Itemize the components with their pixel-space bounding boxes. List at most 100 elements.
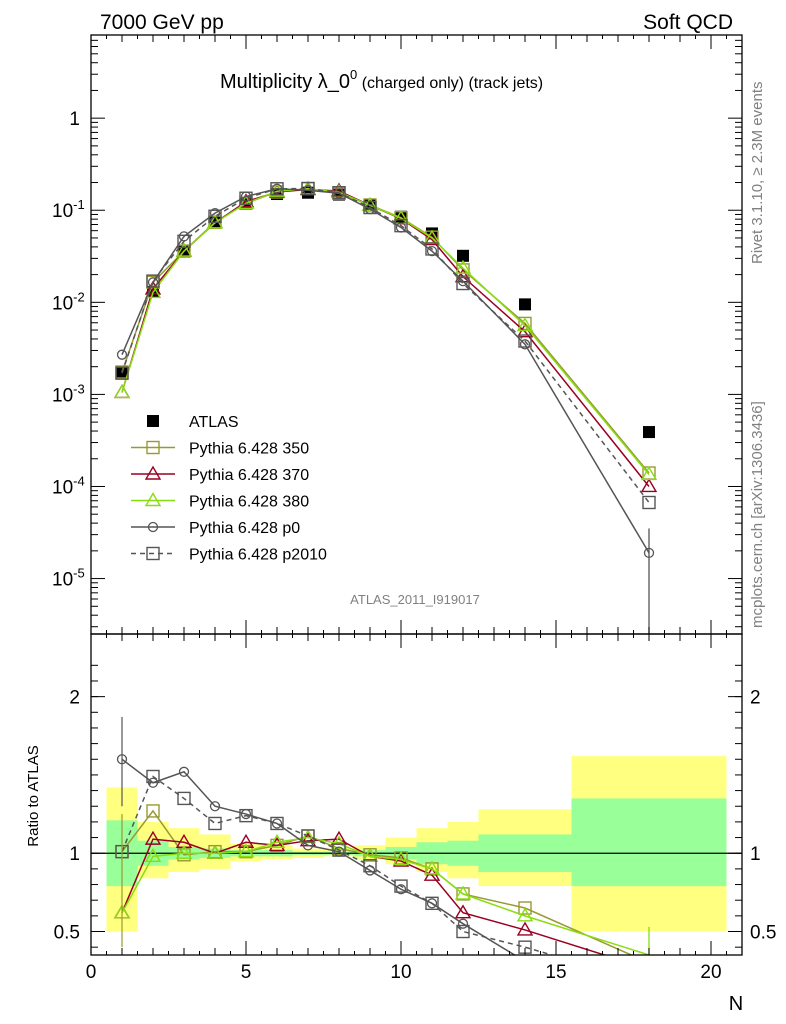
- ratio-point-3-3: [209, 801, 221, 812]
- ratio-point-1-1: [144, 830, 162, 845]
- main-point-4-12: [519, 339, 531, 350]
- mcplots-label: mcplots.cern.ch [arXiv:1306.3436]: [749, 401, 766, 628]
- xtick-label: 10: [390, 962, 411, 983]
- xtick-label: 5: [241, 962, 252, 983]
- ratio-point-2-9: [392, 851, 410, 866]
- legend-label-5: Pythia 6.428 p2010: [189, 547, 327, 564]
- main-point-4-7: [333, 188, 345, 199]
- legend-entry-1: Pythia 6.428 350: [131, 441, 309, 458]
- legend: ATLAS Pythia 6.428 350 Pythia 6.428 370 Pyt…: [131, 414, 327, 564]
- main-point-4-11: [457, 275, 469, 287]
- energy-label: 7000 GeV pp: [100, 11, 224, 34]
- main-point-0-11: [457, 249, 469, 262]
- ratio-series-layer: [113, 716, 650, 955]
- ratio-point-2-3: [206, 844, 224, 859]
- ratio-point-1-5: [268, 837, 286, 852]
- main-point-5-4: [239, 191, 253, 205]
- ratio-point-1-11: [454, 904, 472, 919]
- main-ytick-label: 10-3: [52, 381, 85, 406]
- ratio-point-3-5: [271, 818, 283, 829]
- ratio-point-2-11: [454, 885, 472, 900]
- main-point-3-11: [454, 259, 472, 274]
- main-point-2-13: [640, 478, 658, 493]
- ratio-series-2: [113, 829, 650, 955]
- x-axis-label: N: [729, 993, 743, 1015]
- main-point-5-3: [208, 209, 222, 223]
- legend-marker-4: [147, 521, 159, 533]
- main-point-3-12: [516, 317, 534, 332]
- ratio-point-4-7: [332, 843, 346, 857]
- legend-entry-0: ATLAS: [147, 414, 239, 431]
- xtick-label: 20: [700, 962, 721, 983]
- rivet-version-label: Rivet 3.1.10, ≥ 2.3M events: [749, 82, 766, 265]
- ratio-point-4-5: [270, 816, 284, 831]
- legend-label-1: Pythia 6.428 350: [189, 441, 309, 458]
- legend-marker-1: [146, 440, 160, 455]
- legend-label-0: ATLAS: [189, 414, 239, 431]
- main-ytick-label: 10-1: [52, 197, 85, 222]
- legend-marker-0: [147, 415, 159, 427]
- ratio-ytick-label-right: 1: [750, 844, 761, 865]
- category-label: Soft QCD: [643, 11, 733, 34]
- ratio-point-2-2: [175, 844, 193, 859]
- ratio-point-3-6: [302, 840, 314, 851]
- ratio-ytick-label-right: 2: [750, 688, 761, 709]
- main-point-5-12: [518, 334, 532, 348]
- main-ytick-label: 10-2: [52, 289, 85, 314]
- main-point-4-5: [271, 183, 283, 194]
- band-inner-13: [571, 798, 727, 887]
- ratio-y-axis-label: Ratio to ATLAS: [25, 745, 42, 846]
- main-point-0-13: [643, 426, 655, 439]
- xtick-label: 15: [545, 962, 566, 983]
- main-ytick-label: 10-5: [52, 566, 85, 591]
- main-point-5-10: [425, 242, 439, 256]
- main-point-3-4: [237, 194, 255, 209]
- ratio-point-0-2: [177, 848, 191, 862]
- main-series-5: [115, 181, 656, 510]
- ratio-line-3: [121, 758, 517, 955]
- main-series-layer: [113, 180, 658, 634]
- ratio-point-4-4: [239, 808, 253, 823]
- legend-marker-2: [144, 465, 162, 480]
- legend-label-3: Pythia 6.428 380: [189, 494, 309, 511]
- legend-label-2: Pythia 6.428 370: [189, 467, 309, 484]
- ratio-point-4-10: [425, 896, 439, 911]
- main-point-5-13: [642, 495, 656, 510]
- ratio-point-0-1: [146, 804, 160, 818]
- ratio-ytick-label-left: 1: [69, 844, 80, 865]
- ratio-point-3-9: [395, 884, 407, 895]
- ratio-point-0-12: [518, 901, 532, 915]
- ratio-point-4-1: [146, 769, 160, 784]
- ratio-point-1-4: [237, 833, 255, 848]
- main-point-5-8: [363, 200, 377, 215]
- main-series-0: [116, 186, 655, 439]
- legend-entry-3: Pythia 6.428 380: [131, 492, 309, 511]
- xtick-label: 0: [86, 962, 97, 983]
- ratio-point-4-3: [208, 816, 222, 831]
- plot-title: Multiplicity λ_00 (charged only) (track …: [220, 67, 543, 93]
- main-point-5-1: [146, 274, 160, 288]
- ratio-point-4-9: [394, 879, 408, 893]
- ratio-point-3-10: [426, 898, 438, 909]
- analysis-id-label: ATLAS_2011_I919017: [350, 592, 480, 607]
- ratio-ytick-label-left: 2: [69, 688, 80, 709]
- main-point-2-10: [423, 231, 441, 246]
- main-point-5-5: [270, 182, 284, 196]
- main-point-5-6: [301, 181, 315, 196]
- main-line-4: [121, 188, 650, 554]
- ratio-point-2-4: [237, 843, 255, 858]
- legend-entry-4: Pythia 6.428 p0: [131, 520, 300, 537]
- ratio-point-2-12: [516, 907, 534, 922]
- ratio-point-4-8: [363, 859, 377, 873]
- legend-entry-2: Pythia 6.428 370: [131, 465, 309, 484]
- ratio-uncertainty-bands: [106, 756, 727, 932]
- main-point-5-7: [332, 186, 346, 200]
- main-point-3-8: [361, 196, 379, 212]
- legend-marker-5: [146, 546, 160, 561]
- ratio-point-4-6: [301, 829, 315, 843]
- main-point-5-9: [394, 218, 408, 233]
- ratio-point-3-11: [457, 918, 469, 929]
- main-point-3-0: [113, 384, 131, 399]
- ratio-series-3: [116, 754, 517, 955]
